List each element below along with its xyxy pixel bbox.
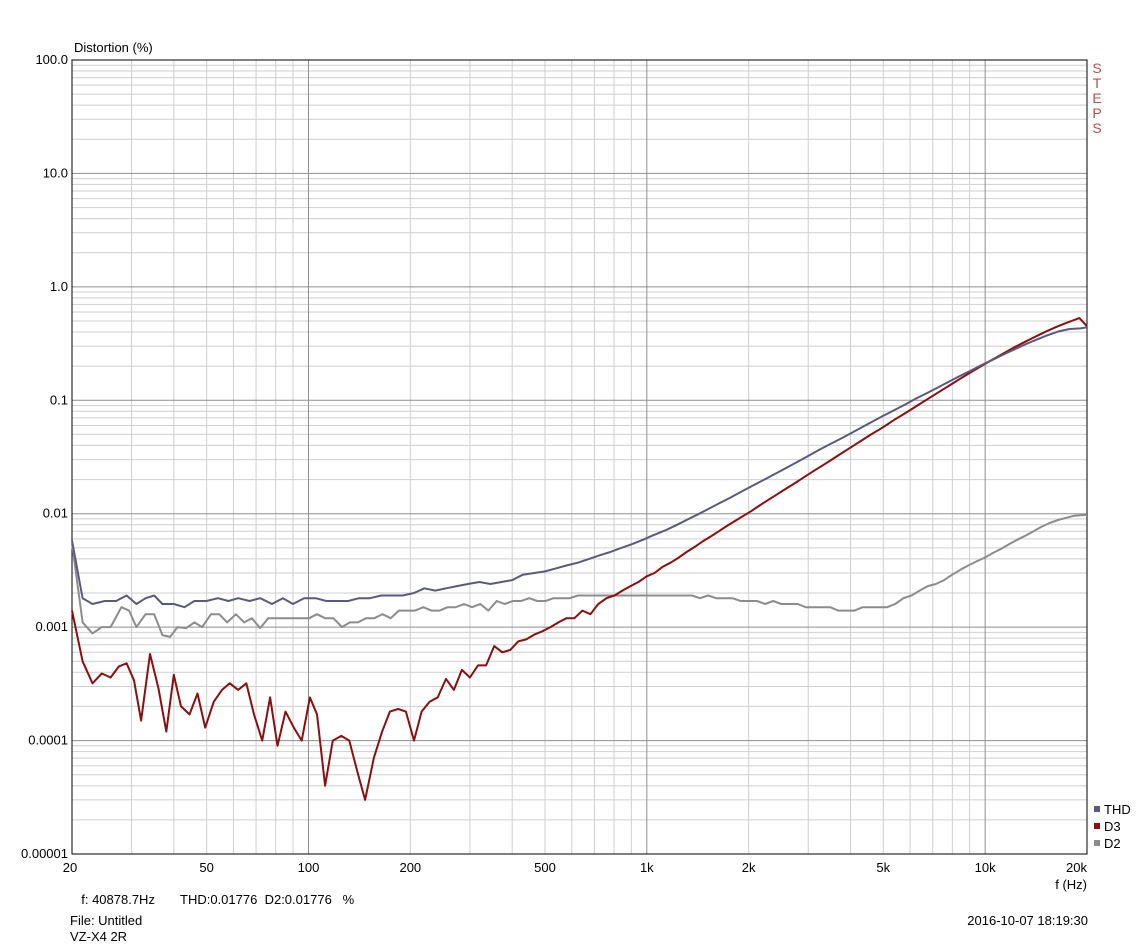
legend-label-thd: THD [1104, 802, 1131, 817]
x-tick-label: 200 [399, 860, 421, 875]
readout-bar: f: 40878.7Hz THD:0.01776 D2:0.01776 % [74, 876, 354, 908]
x-tick-label: 1k [640, 860, 654, 875]
y-tick-label: 0.1 [50, 392, 68, 407]
readout-d2: D2:0.01776 [264, 892, 332, 907]
plot-frame [71, 59, 1088, 855]
legend-label-d3: D3 [1104, 819, 1121, 834]
y-tick-label: 10.0 [43, 165, 68, 180]
timestamp: 2016-10-07 18:19:30 [967, 913, 1088, 928]
x-tick-label: 20 [63, 860, 77, 875]
minor-grid [71, 60, 1088, 854]
x-tick-label: 500 [534, 860, 556, 875]
x-tick-label: 5k [876, 860, 890, 875]
y-tick-label: 0.00001 [21, 846, 68, 861]
side-label-letter: P [1092, 105, 1101, 121]
y-axis-label: Distortion (%) [74, 40, 153, 55]
x-axis-label: f (Hz) [1055, 877, 1087, 892]
y-tick-label: 100.0 [35, 52, 68, 67]
legend-swatch-d3 [1094, 823, 1100, 829]
side-label-letter: S [1092, 60, 1101, 76]
series-line-thd [71, 326, 1088, 609]
device-name: VZ-X4 2R [70, 929, 128, 944]
x-tick-label: 20k [1066, 860, 1087, 875]
x-tick-label: 100 [298, 860, 320, 875]
y-tick-label: 0.01 [43, 506, 68, 521]
x-tick-label: 50 [199, 860, 213, 875]
side-label-letter: E [1092, 90, 1101, 106]
file-name: File: Untitled [70, 913, 143, 928]
legend-swatch-thd [1094, 806, 1100, 812]
y-tick-label: 1.0 [50, 279, 68, 294]
readout-thd: THD:0.01776 [180, 892, 258, 907]
side-label-letter: S [1092, 120, 1101, 136]
series-line-d2 [71, 513, 1088, 638]
y-tick-labels: 100.0 10.0 1.0 0.1 0.01 0.001 0.0001 0.00001 [21, 52, 68, 861]
readout-frequency: f: 40878.7Hz [81, 892, 155, 907]
y-tick-label: 0.001 [35, 619, 68, 634]
x-tick-label: 10k [975, 860, 996, 875]
x-tick-labels: 20 50 100 200 500 1k 2k 5k 10k 20k [63, 860, 1088, 875]
series-group [71, 317, 1088, 801]
legend: THD D3 D2 [1094, 802, 1131, 851]
y-tick-label: 0.0001 [28, 733, 68, 748]
series-line-d3 [71, 317, 1088, 801]
x-tick-label: 2k [742, 860, 756, 875]
readout-unit: % [342, 892, 355, 907]
legend-label-d2: D2 [1104, 836, 1121, 851]
legend-swatch-d2 [1094, 840, 1100, 846]
side-label-letter: T [1093, 75, 1102, 91]
